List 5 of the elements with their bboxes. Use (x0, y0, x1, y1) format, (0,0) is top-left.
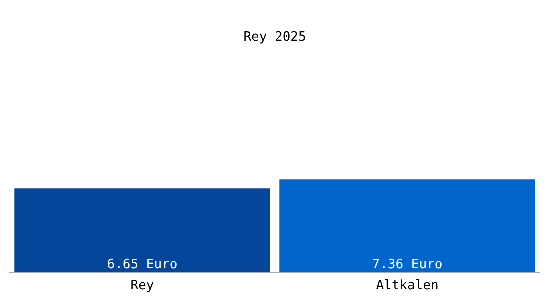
x-tick-label: Altkalen (376, 278, 439, 294)
x-tick-label: Rey (130, 278, 154, 294)
data-label: 7.36 Euro (372, 257, 443, 272)
chart-title: Rey 2025 (244, 30, 306, 46)
data-label: 6.65 Euro (107, 257, 178, 272)
